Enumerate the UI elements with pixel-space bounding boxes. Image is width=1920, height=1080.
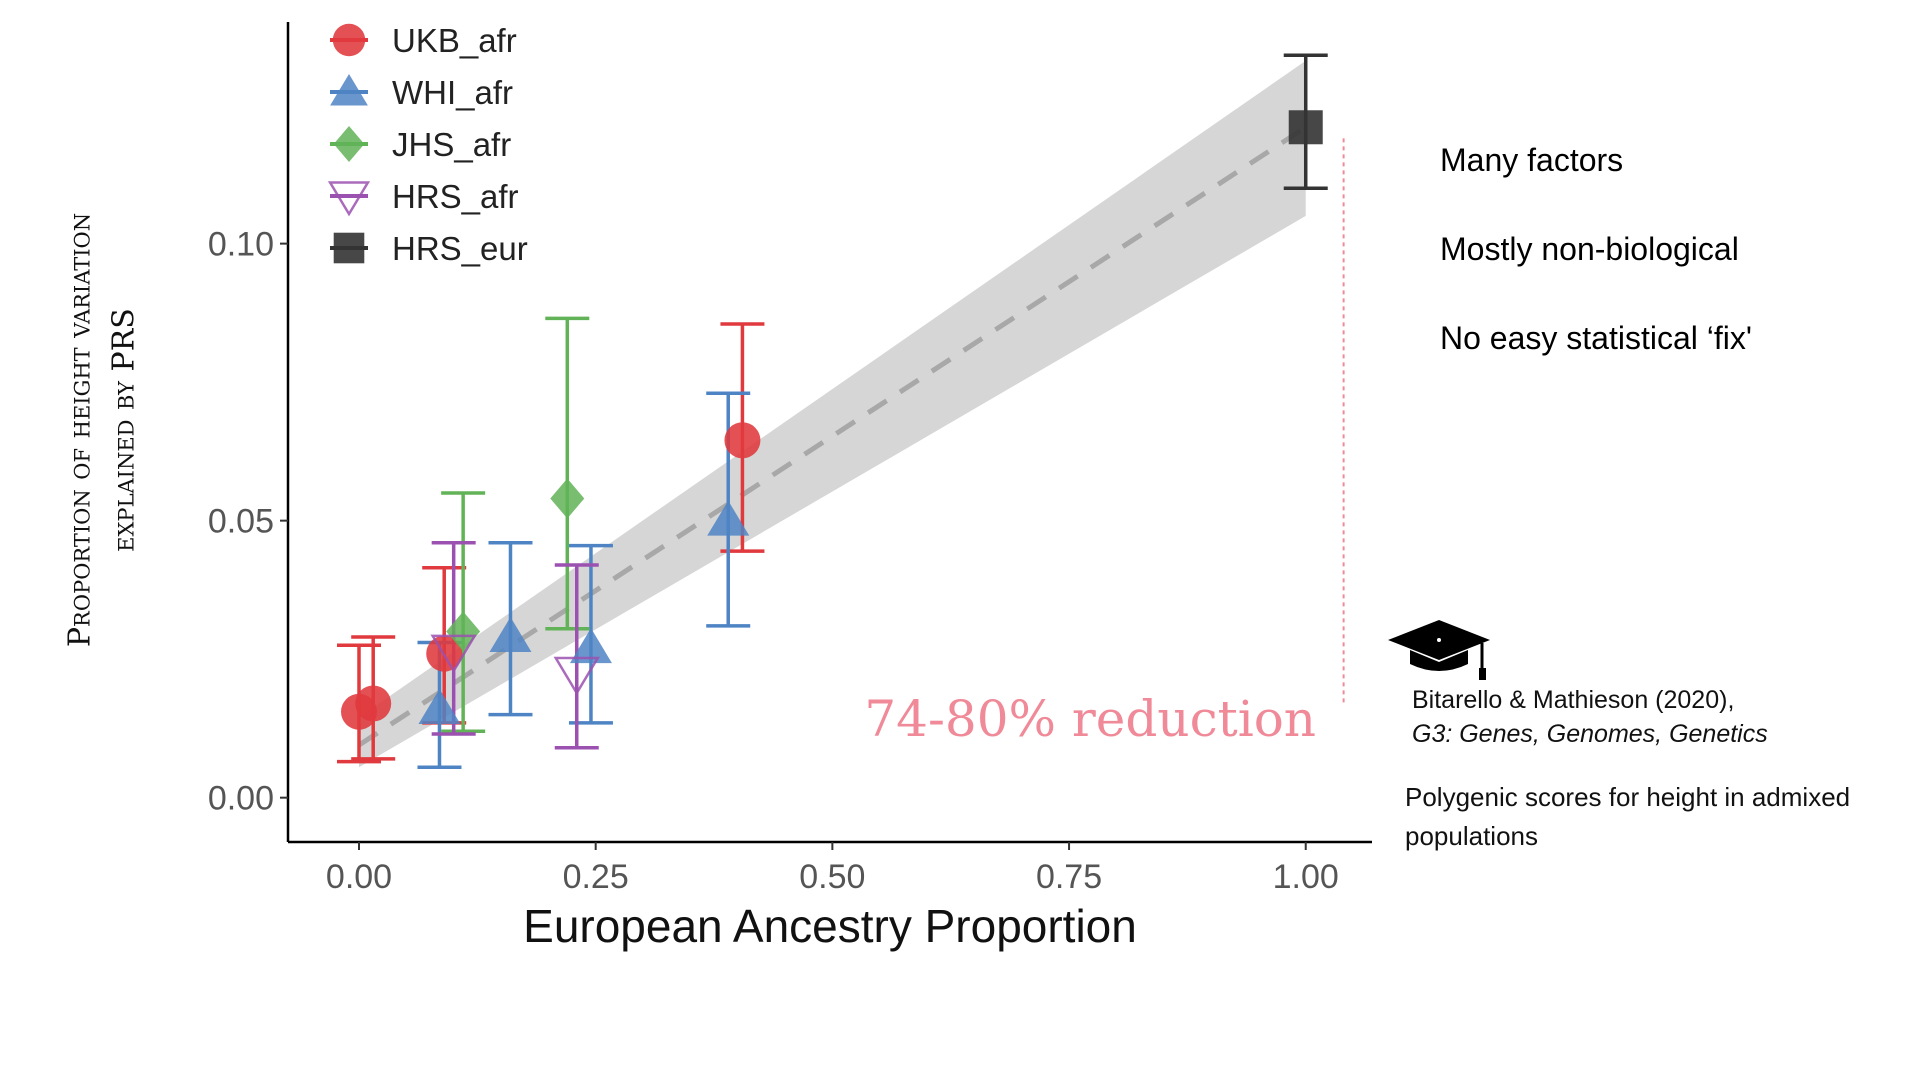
legend-marker — [333, 126, 365, 162]
legend-item-JHS_afr: JHS_afr — [330, 126, 511, 163]
annotation-layer: 74-80% reduction — [864, 138, 1345, 748]
y-tick-label: 0.05 — [208, 503, 274, 541]
reference-authors: Bitarello & Mathieson (2020), — [1412, 686, 1735, 714]
legend-label: JHS_afr — [392, 126, 511, 163]
errorbar-JHS_afr — [545, 316, 590, 631]
point-HRS_eur — [1288, 110, 1323, 145]
legend-label: HRS_afr — [392, 178, 519, 215]
y-axis-label-line2: explained by PRS — [106, 308, 141, 552]
axes-layer: 0.00 0.05 0.10 0.00 0.25 0.50 0.75 1.00 European… — [208, 22, 1372, 952]
point-WHI_afr — [418, 689, 461, 725]
confidence-band — [359, 60, 1306, 768]
side-point-1: Many factors — [1440, 142, 1624, 178]
legend-item-HRS_eur: HRS_eur — [330, 230, 528, 267]
x-tick-label: 1.00 — [1273, 858, 1339, 896]
y-axis-label: Proportion of height variation explained… — [59, 120, 146, 740]
point-JHS_afr — [550, 478, 585, 519]
x-tick-label: 0.50 — [799, 858, 865, 896]
legend-marker — [332, 23, 366, 57]
point-HRS_afr — [553, 656, 600, 696]
legend-item-WHI_afr: WHI_afr — [330, 74, 513, 111]
y-axis-label-line1: Proportion of height variation — [62, 212, 98, 648]
y-axis-label-container: Proportion of height variation explained… — [42, 120, 162, 740]
side-point-3: No easy statistical ‘fix' — [1440, 320, 1752, 356]
legend-marker — [333, 232, 365, 264]
x-axis-label: European Ancestry Proportion — [523, 900, 1137, 952]
point-HRS_afr — [430, 634, 477, 674]
errorbar-layer — [337, 53, 1328, 769]
reference-citation: Bitarello & Mathieson (2020), G3: Genes,… — [1412, 684, 1892, 752]
point-layer — [341, 110, 1323, 730]
legend: UKB_afr WHI_afr JHS_afr HRS_afr HRS_eur — [327, 22, 528, 267]
point-WHI_afr — [569, 628, 612, 664]
legend-marker — [330, 74, 368, 106]
regression-line — [357, 125, 1308, 748]
x-tick-label: 0.25 — [563, 858, 629, 896]
point-UKB_afr — [355, 685, 392, 722]
x-tick-label: 0.00 — [326, 858, 392, 896]
graduation-cap-icon — [1388, 620, 1490, 680]
legend-label: UKB_afr — [392, 22, 517, 59]
point-WHI_afr — [489, 617, 532, 652]
confidence-band-layer — [357, 60, 1308, 768]
y-tick-label: 0.10 — [208, 226, 274, 264]
point-UKB_afr — [724, 422, 761, 459]
legend-marker — [327, 181, 371, 217]
legend-item-UKB_afr: UKB_afr — [330, 22, 517, 59]
reference-description: Polygenic scores for height in admixed p… — [1405, 782, 1851, 851]
point-WHI_afr — [707, 500, 750, 536]
reduction-annotation: 74-80% reduction — [864, 690, 1316, 748]
x-tick-label: 0.75 — [1036, 858, 1102, 896]
legend-label: HRS_eur — [392, 230, 528, 267]
side-point-2: Mostly non-biological — [1440, 231, 1739, 267]
y-tick-label: 0.00 — [208, 780, 274, 818]
legend-item-HRS_afr: HRS_afr — [327, 178, 519, 217]
legend-label: WHI_afr — [392, 74, 513, 111]
reference-journal: G3: Genes, Genomes, Genetics — [1412, 719, 1768, 748]
